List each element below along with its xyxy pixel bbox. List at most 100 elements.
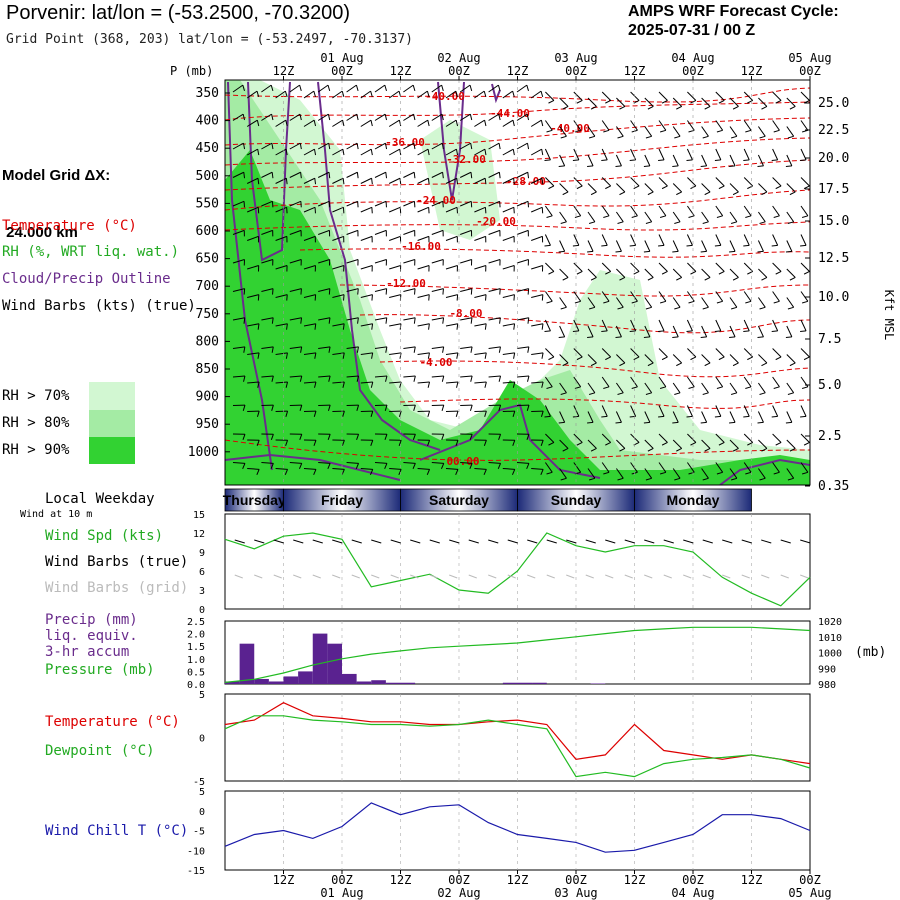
weekday-band-segment (634, 488, 752, 512)
wind-barb (715, 433, 725, 443)
wind-barb-flag (242, 463, 246, 470)
top-date-label: 04 Aug (671, 51, 714, 65)
wind-barb (672, 154, 679, 167)
wind-barb-flag (285, 381, 289, 388)
cloud-outline-upper (437, 81, 465, 201)
wind-barb (715, 91, 725, 101)
temp-panel-ytick-label: 5 (199, 690, 205, 701)
wind-barb-flag (498, 114, 501, 121)
wind-barb (445, 90, 457, 99)
wind-barb (615, 325, 622, 338)
wind-barb (431, 200, 444, 207)
wind-barb-flag (427, 410, 431, 417)
wind-barb (332, 148, 344, 156)
wind-barb-true (371, 539, 382, 544)
temperature-contour (359, 314, 810, 334)
wind-barb (360, 235, 373, 241)
wind-barb-flag (659, 215, 667, 218)
wind-barb (530, 119, 542, 127)
wind-barb-flag (286, 323, 288, 330)
wind-barb-flag (314, 149, 317, 156)
bottom-tick-label: 00Z (331, 873, 353, 887)
wind-barb (729, 268, 739, 278)
temperature-contour (225, 159, 810, 191)
wind-barb-flag (513, 323, 516, 330)
wind-barb (332, 381, 345, 384)
wind-barb (502, 294, 515, 298)
bottom-tick-label: 12Z (273, 873, 295, 887)
wind-barb (701, 154, 708, 167)
precip-bar (312, 633, 328, 684)
wind-barb (701, 325, 708, 338)
wind-barb-flag (469, 463, 473, 470)
wind-barb (247, 265, 259, 270)
wind-barb (247, 468, 260, 470)
height-tick-label: 22.5 (818, 123, 849, 138)
top-tick-label: 00Z (565, 64, 587, 78)
wind-barb (389, 265, 401, 270)
wind-barb-flag (730, 392, 738, 395)
wind-barb-flag (512, 90, 515, 98)
wind-barb (303, 206, 316, 213)
wind-barb (644, 325, 651, 338)
wind-barb-flag (647, 106, 654, 110)
wind-barb-flag (601, 159, 608, 162)
wind-barb (275, 381, 288, 384)
top-tick-label: 00Z (448, 64, 470, 78)
wind-barb-true (351, 539, 362, 544)
wind-barb (715, 262, 725, 272)
wind-barb-flag (787, 135, 794, 139)
wind-barb (573, 148, 580, 161)
wind-barb-flag (540, 440, 544, 447)
wind-barb-flag (716, 300, 723, 304)
wind-barb (672, 240, 679, 252)
wind-barb-flag (787, 392, 794, 395)
wind-barb-flag (511, 469, 516, 476)
wind-barb-flag (427, 149, 430, 156)
wind-barb-flag (759, 392, 766, 395)
wind-barb (417, 90, 428, 99)
wind-barb-flag (526, 404, 530, 411)
wind-barb-flag (588, 306, 596, 310)
wind-barb-flag (688, 300, 695, 304)
wind-barb (531, 294, 543, 298)
wind-barb (403, 142, 415, 150)
wind-barb (601, 234, 608, 246)
wind-barb-true (702, 539, 713, 544)
wind-barb (431, 259, 444, 264)
wind-barb-flag (413, 404, 416, 411)
top-tick-label: 12Z (507, 64, 529, 78)
wind-barb (261, 113, 272, 121)
wind-barb (417, 177, 429, 184)
wind-barb-flag (527, 143, 530, 150)
wind-barb-flag (469, 404, 473, 411)
wind-barb-flag (587, 165, 594, 168)
wind-barb (672, 211, 681, 223)
wind-barb-flag (328, 346, 331, 353)
wind-barb-flag (785, 336, 792, 339)
wind-barb-flag (672, 421, 679, 424)
wind-barb (757, 154, 764, 167)
wind-barb (275, 235, 288, 241)
wind-barb-flag (356, 375, 360, 382)
wind-barb-flag (526, 84, 529, 92)
wind-barb (658, 262, 668, 272)
wind-barb (374, 462, 388, 464)
wind-barb-flag (256, 410, 260, 417)
wind-barb-flag (441, 375, 445, 382)
wind-barb (459, 142, 471, 150)
wind-barb-flag (257, 352, 260, 359)
wind-barb-flag (617, 221, 624, 224)
wind-barb-flag (257, 381, 260, 388)
wind-barb (445, 235, 458, 241)
wind-barb-flag (704, 106, 711, 110)
wind-barb (488, 317, 501, 321)
wind-barb (757, 411, 764, 423)
windchill-line (224, 802, 811, 853)
wind-barb (417, 235, 430, 241)
wind-barb (303, 381, 316, 384)
wind-barb-flag (801, 129, 809, 133)
wind-barb-flag (548, 100, 555, 104)
wind-barb-flag (427, 381, 431, 388)
wind-barb (701, 439, 711, 449)
